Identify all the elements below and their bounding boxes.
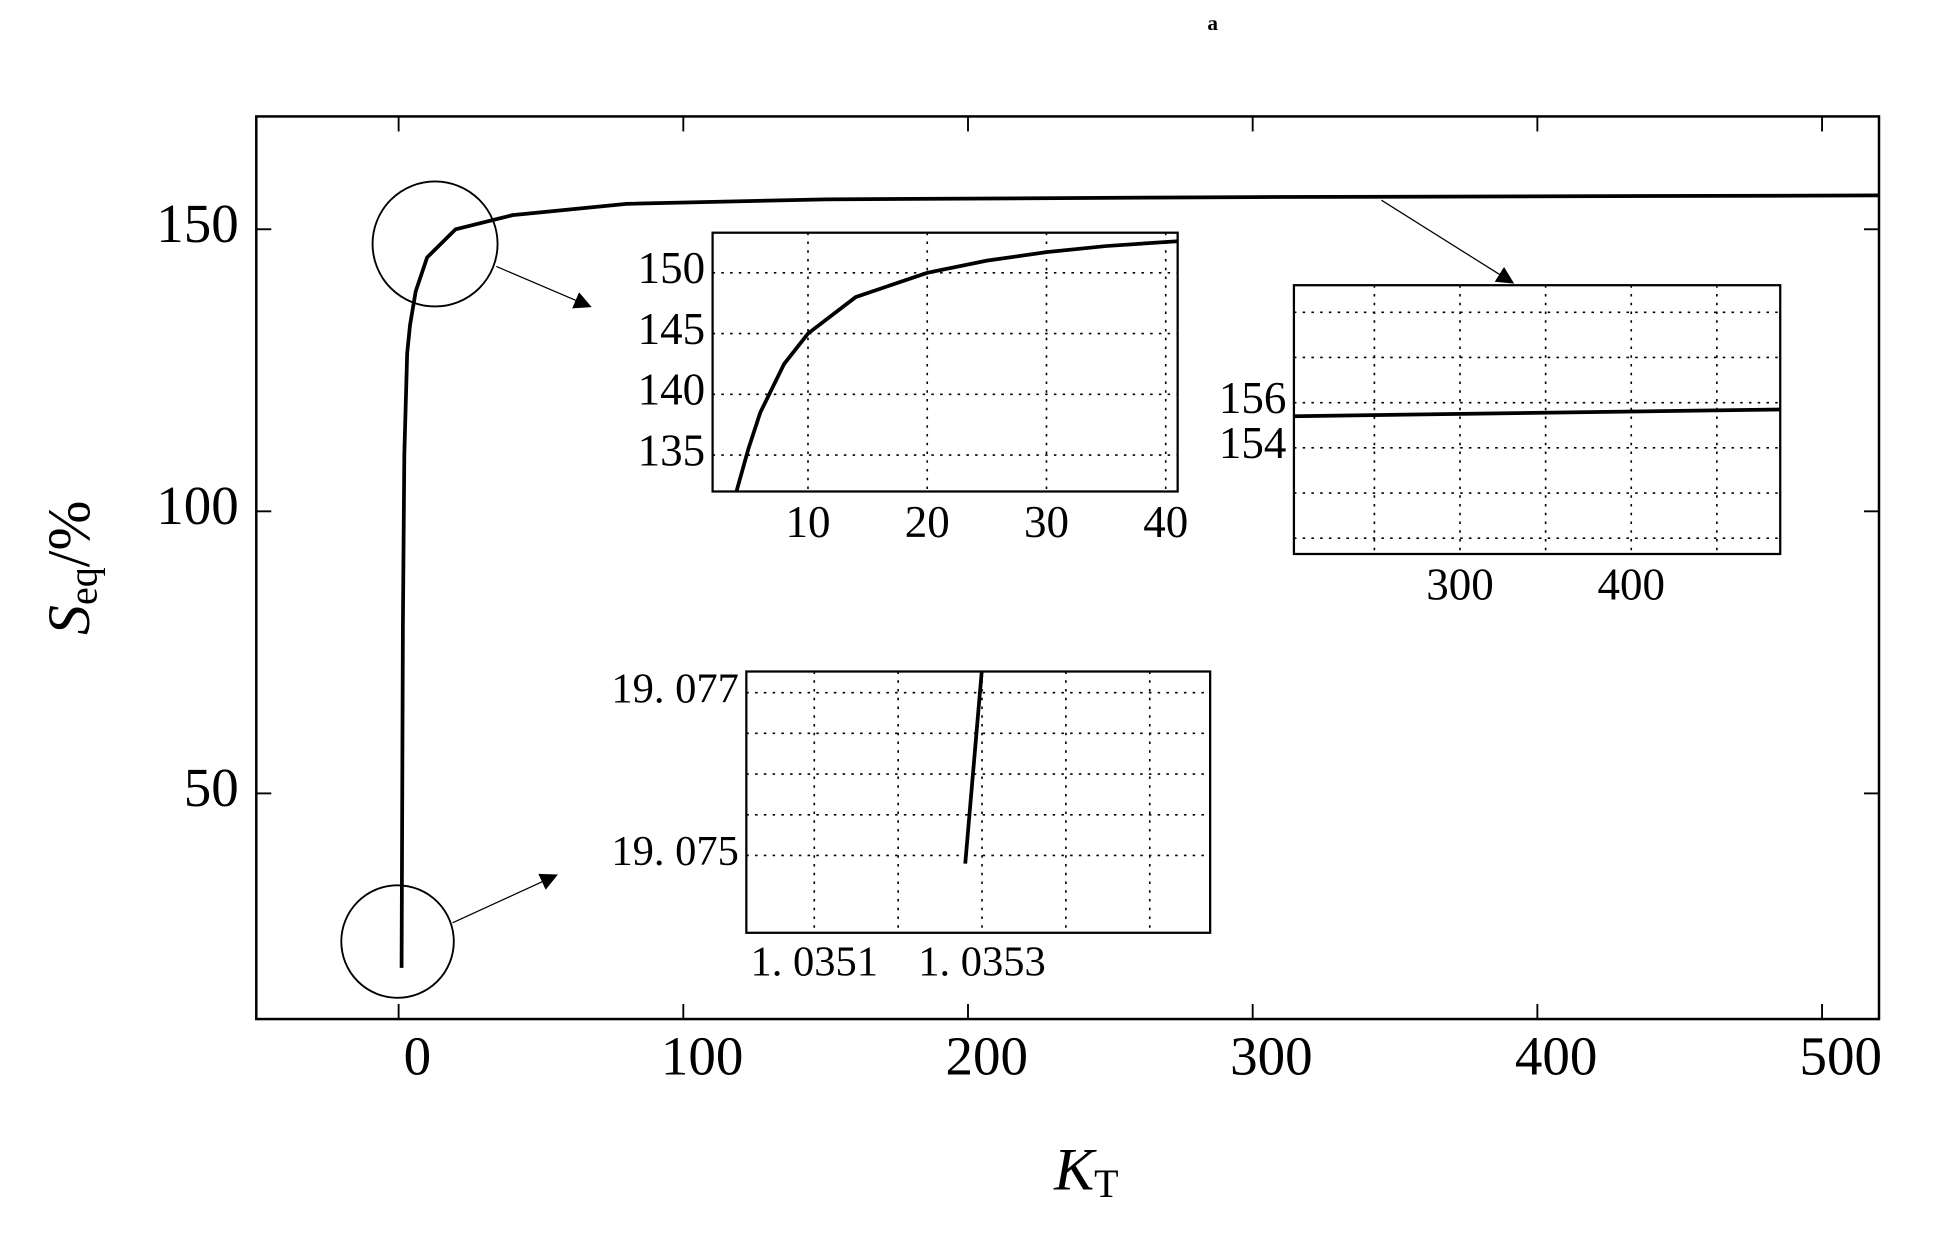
data-line: [963, 671, 984, 864]
y-label-main: S: [36, 605, 102, 635]
y-tick-label: 19. 077: [611, 665, 739, 712]
plot-frame: [1292, 284, 1782, 556]
x-label-sub: T: [1094, 1161, 1118, 1206]
x-tick-label: 300: [1230, 1026, 1313, 1087]
y-tick-label: 150: [156, 193, 239, 254]
plot-area: [712, 232, 1178, 492]
x-tick-label: 400: [1515, 1026, 1598, 1087]
y-tick-label: 150: [638, 243, 706, 293]
y-tick-label: 100: [156, 475, 239, 536]
x-tick-label: 500: [1800, 1026, 1883, 1087]
data-line: [1293, 407, 1781, 419]
y-label-unit: /%: [36, 501, 102, 568]
y-tick-label: 135: [638, 425, 706, 475]
x-tick-label: 10: [785, 497, 830, 547]
y-tick-label: 145: [638, 304, 706, 354]
x-tick-label: 200: [945, 1026, 1028, 1087]
arrow: [496, 265, 592, 309]
plot-frame: [711, 231, 1179, 493]
chart-title: a: [1207, 11, 1218, 35]
data-line: [734, 239, 1178, 492]
annotations: [340, 180, 1515, 999]
y-tick-label: 156: [1219, 373, 1286, 423]
x-label-main: K: [1053, 1136, 1097, 1202]
y-tick-label: 154: [1219, 418, 1286, 468]
plot-frame: [255, 115, 1881, 1021]
arrow: [1381, 199, 1515, 284]
plot-frame: [745, 670, 1212, 934]
plot-area: [1293, 285, 1781, 554]
x-tick-label: 300: [1426, 559, 1493, 609]
y-axis-label: Seq/%: [36, 501, 106, 635]
x-tick-label: 40: [1143, 497, 1188, 547]
y-label-sub: eq: [61, 567, 106, 605]
x-tick-label: 30: [1024, 497, 1069, 547]
y-tick-label: 19. 075: [611, 828, 739, 875]
y-tick-label: 50: [184, 757, 239, 818]
arrow: [452, 873, 558, 924]
x-tick-label: 20: [905, 497, 950, 547]
x-tick-label: 1. 0351: [751, 939, 879, 986]
x-tick-label: 0: [404, 1026, 432, 1087]
zoom-circle: [371, 180, 499, 308]
x-tick-label: 1. 0353: [918, 939, 1046, 986]
y-tick-label: 140: [638, 365, 706, 415]
x-axis-label: KT: [1053, 1136, 1118, 1206]
x-tick-label: 400: [1598, 559, 1666, 609]
x-tick-label: 100: [661, 1026, 744, 1087]
zoom-circle: [340, 884, 455, 999]
data-line: [399, 193, 1879, 968]
